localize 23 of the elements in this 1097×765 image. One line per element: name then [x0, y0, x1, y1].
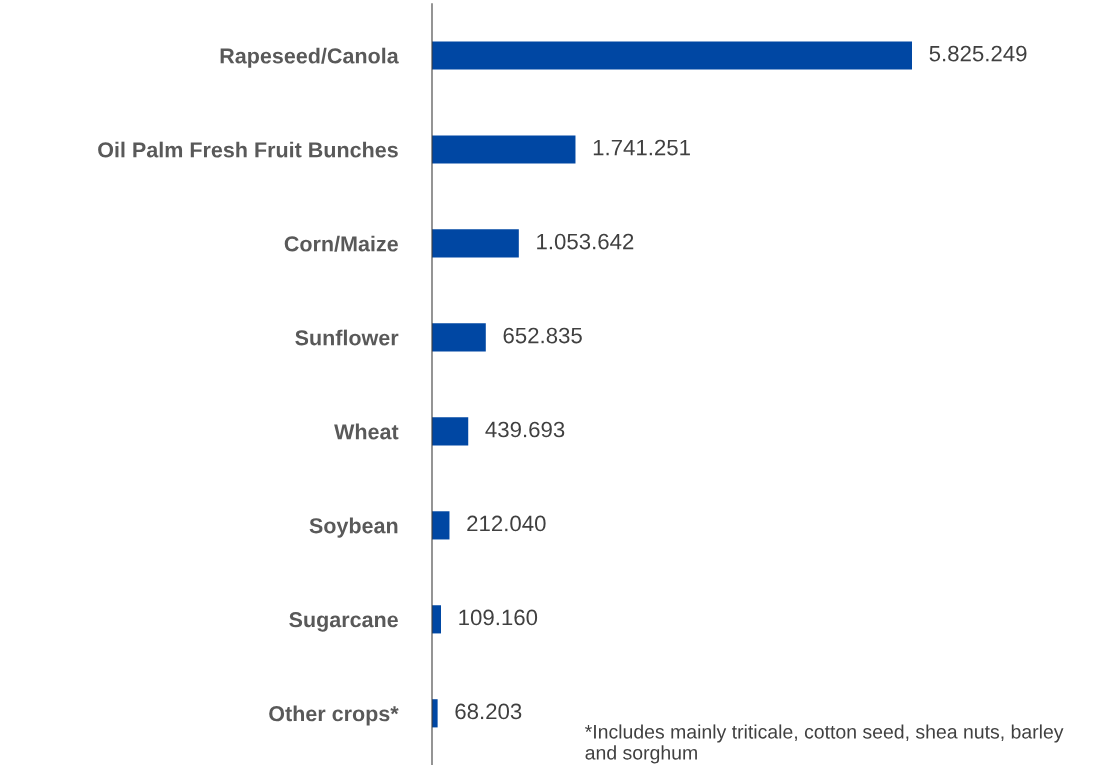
bar [432, 511, 450, 540]
bar [432, 417, 469, 446]
data-label: 212.040 [467, 515, 546, 532]
data-label: 439.693 [485, 421, 565, 438]
y-tick-label: Wheat [334, 423, 399, 440]
annotation: *Includes mainly triticale, cotton seed, shea nuts, barley and sorghum [585, 724, 1064, 764]
y-tick-label: Rapeseed/Canola [220, 47, 399, 68]
bar [432, 323, 486, 352]
data-label: 1.741.251 [593, 139, 690, 156]
data-label: 1.053.642 [537, 233, 634, 250]
y-tick-label: Sugarcane [289, 612, 398, 632]
data-label: 68.203 [455, 703, 522, 720]
y-tick-label: Soybean [309, 517, 398, 538]
bar [432, 135, 576, 164]
data-label: 5.825.249 [929, 45, 1027, 62]
data-label: 109.160 [459, 609, 538, 626]
y-tick-label: Oil Palm Fresh Fruit Bunches [98, 141, 398, 158]
bar [432, 41, 912, 70]
bar [432, 229, 519, 258]
y-tick-label: Other crops* [269, 705, 399, 726]
y-tick-label: Sunflower [295, 329, 399, 346]
y-tick-label: Corn/Maize [284, 235, 398, 252]
data-label: 652.835 [503, 327, 582, 344]
